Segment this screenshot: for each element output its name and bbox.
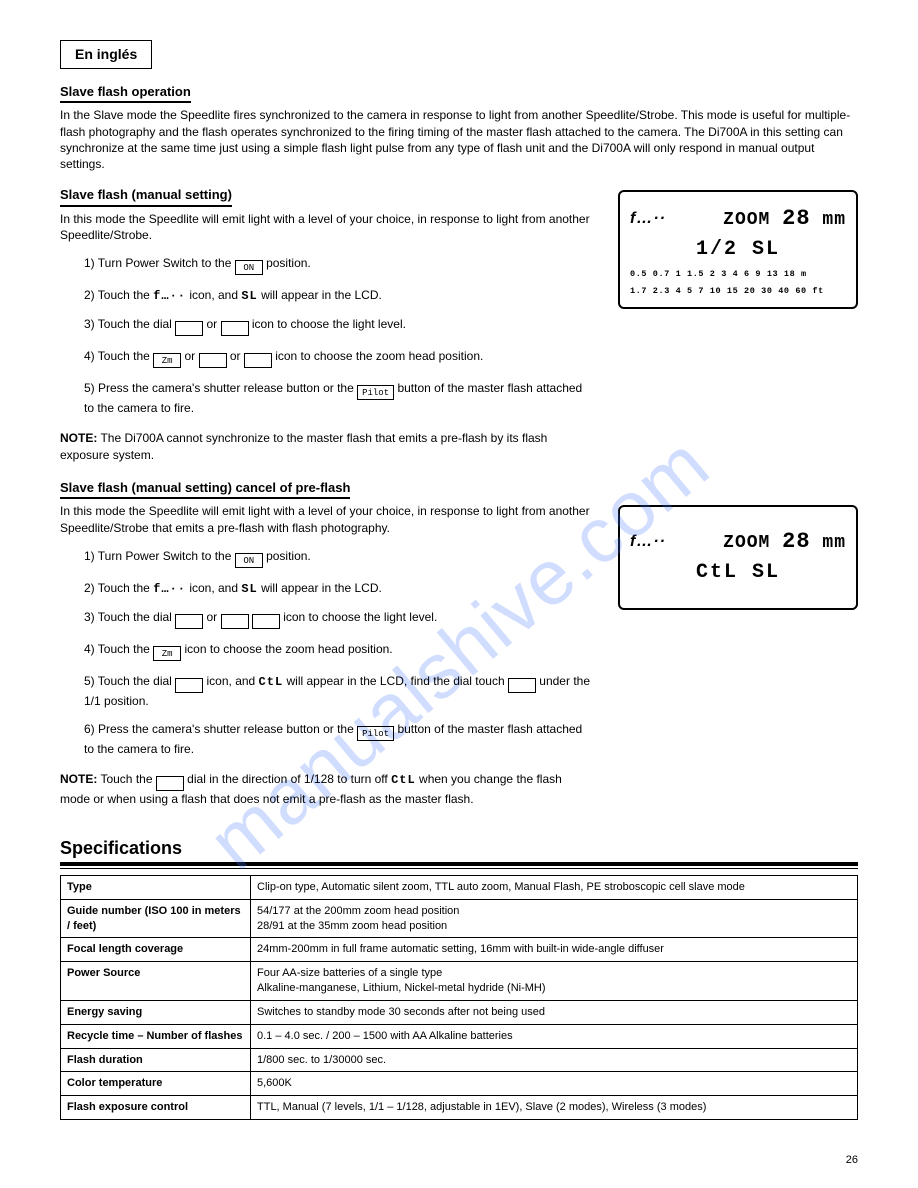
step: 5) Press the camera's shutter release bu… [60,378,594,426]
spec-key: Type [61,875,251,899]
lcd1-zoom-unit: mm [822,210,846,230]
table-row: Focal length coverage24mm-200mm in full … [61,938,858,962]
spec-heading: Specifications [60,836,858,860]
spec-key: Flash exposure control [61,1096,251,1120]
lcd2-zoom-value: 28 [782,529,810,554]
spec-key: Power Source [61,962,251,1001]
lcd2-zoom-label: ZOOM [723,533,770,553]
page-number: 26 [846,1153,858,1168]
s1-body: In this mode the Speedlite will emit lig… [60,211,594,243]
spec-table: TypeClip-on type, Automatic silent zoom,… [60,875,858,1120]
spec-val: Switches to standby mode 30 seconds afte… [251,1000,858,1024]
lcd1-scale-m: 0.5 0.7 1 1.5 2 3 4 6 9 13 18 m [630,269,846,280]
spec-val: Clip-on type, Automatic silent zoom, TTL… [251,875,858,899]
table-row: Energy savingSwitches to standby mode 30… [61,1000,858,1024]
step: 5) Touch the dial icon, and CtL will app… [60,671,594,719]
table-row: TypeClip-on type, Automatic silent zoom,… [61,875,858,899]
spec-key: Recycle time – Number of flashes [61,1024,251,1048]
lcd1-line2: 1/2 SL [630,236,846,263]
spec-val: 0.1 – 4.0 sec. / 200 – 1500 with AA Alka… [251,1024,858,1048]
intro: Slave flash operation In the Slave mode … [60,79,858,172]
step: 6) Press the camera's shutter release bu… [60,719,594,767]
lcd2-zoom-unit: mm [822,533,846,553]
spec-val: 1/800 sec. to 1/30000 sec. [251,1048,858,1072]
spec-val: TTL, Manual (7 levels, 1/1 – 1/128, adju… [251,1096,858,1120]
spec-val: 24mm-200mm in full frame automatic setti… [251,938,858,962]
intro-text: In the Slave mode the Speedlite fires sy… [60,107,858,172]
s2-body: In this mode the Speedlite will emit lig… [60,503,594,535]
section-1: Slave flash (manual setting) In this mod… [60,182,858,473]
table-row: Guide number (ISO 100 in meters / feet)5… [61,899,858,938]
spec-key: Guide number (ISO 100 in meters / feet) [61,899,251,938]
spec-key: Focal length coverage [61,938,251,962]
spec-rule-1 [60,862,858,866]
section-2: Slave flash (manual setting) cancel of p… [60,475,858,818]
spec-key: Energy saving [61,1000,251,1024]
step: 1) Turn Power Switch to the ON position. [60,253,594,285]
page-root: manualshive.com En inglés Slave flash op… [0,0,918,1188]
spec-rule-2 [60,868,858,869]
spec-val: Four AA-size batteries of a single typeA… [251,962,858,1001]
table-row: Color temperature5,600K [61,1072,858,1096]
step: 4) Touch the Zm or or icon to choose the… [60,346,594,378]
lcd1-zoom-label: ZOOM [723,210,770,230]
table-row: Power SourceFour AA-size batteries of a … [61,962,858,1001]
step: 2) Touch the f…·· icon, and SL will appe… [60,578,594,607]
table-row: Flash exposure controlTTL, Manual (7 lev… [61,1096,858,1120]
lcd2-line2: CtL SL [630,559,846,586]
spec-key: Flash duration [61,1048,251,1072]
lcd-1: f…·· ZOOM 28 mm 1/2 SL 0.5 0.7 1 1.5 2 3… [618,190,858,309]
table-row: Recycle time – Number of flashes0.1 – 4.… [61,1024,858,1048]
s2-title: Slave flash (manual setting) cancel of p… [60,479,350,500]
bolt-icon: f…·· [630,531,666,553]
s1-title: Slave flash (manual setting) [60,186,232,207]
lang-tag: En inglés [60,40,152,69]
note-2: NOTE: Touch the dial in the direction of… [60,771,594,807]
spec-val: 5,600K [251,1072,858,1096]
step: 3) Touch the dial or icon to choose the … [60,607,594,639]
bolt-icon: f…·· [630,208,666,230]
spec-val: 54/177 at the 200mm zoom head position28… [251,899,858,938]
table-row: Flash duration1/800 sec. to 1/30000 sec. [61,1048,858,1072]
step: 1) Turn Power Switch to the ON position. [60,546,594,578]
note-1: NOTE: The Di700A cannot synchronize to t… [60,430,594,462]
s2-steps: 1) Turn Power Switch to the ON position.… [60,546,594,768]
lcd1-zoom-value: 28 [782,206,810,231]
step: 3) Touch the dial or icon to choose the … [60,314,594,346]
step: 2) Touch the f…·· icon, and SL will appe… [60,285,594,314]
spec-key: Color temperature [61,1072,251,1096]
step: 4) Touch the Zm icon to choose the zoom … [60,639,594,671]
lcd-2: f…·· ZOOM 28 mm CtL SL [618,505,858,610]
s1-steps: 1) Turn Power Switch to the ON position.… [60,253,594,426]
intro-heading: Slave flash operation [60,83,191,104]
lcd1-scale-ft: 1.7 2.3 4 5 7 10 15 20 30 40 60 ft [630,286,846,297]
